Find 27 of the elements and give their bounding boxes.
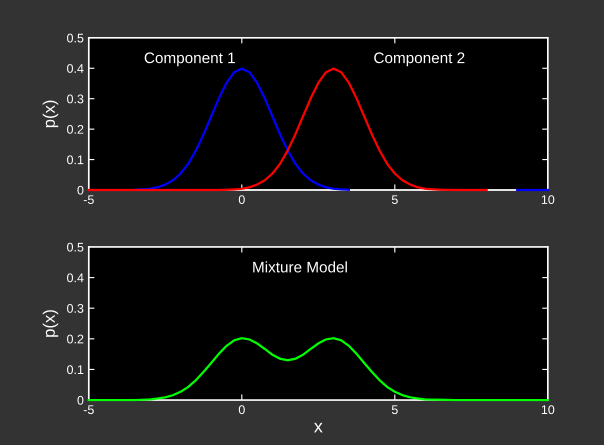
x-tick-label: 10 bbox=[542, 195, 554, 204]
x-tick-label: 0 bbox=[238, 405, 245, 414]
y-tick-label: 0.1 bbox=[67, 155, 84, 164]
annotation: Mixture Model bbox=[253, 261, 347, 273]
y-tick-label: 0.4 bbox=[67, 273, 84, 282]
x-tick-label: 5 bbox=[392, 195, 398, 204]
y-tick-label: 0.2 bbox=[67, 334, 84, 344]
y-tick-label: 0.3 bbox=[67, 94, 84, 104]
annotation: Component 2 bbox=[374, 52, 464, 66]
y-axis-title: p(x) bbox=[42, 310, 58, 337]
y-tick-label: 0.5 bbox=[67, 34, 84, 42]
x-tick-label: 0 bbox=[238, 195, 245, 204]
annotation: Component 1 bbox=[144, 52, 235, 66]
line-series bbox=[88, 67, 488, 192]
y-tick-label: 0.3 bbox=[67, 304, 84, 313]
x-tick-label: 5 bbox=[392, 405, 398, 414]
y-tick-label: 0 bbox=[77, 396, 84, 405]
x-tick-label: 10 bbox=[542, 405, 554, 414]
x-tick-label: -5 bbox=[84, 195, 94, 204]
x-tick-label: -5 bbox=[84, 405, 94, 414]
y-tick-label: 0.2 bbox=[67, 124, 84, 134]
y-axis-title: p(x) bbox=[42, 100, 58, 128]
y-tick-label: 0.5 bbox=[67, 242, 84, 252]
x-axis-title: x bbox=[314, 422, 323, 432]
y-tick-label: 0 bbox=[77, 186, 84, 195]
y-tick-label: 0.1 bbox=[67, 365, 84, 374]
y-tick-label: 0.4 bbox=[67, 64, 84, 73]
